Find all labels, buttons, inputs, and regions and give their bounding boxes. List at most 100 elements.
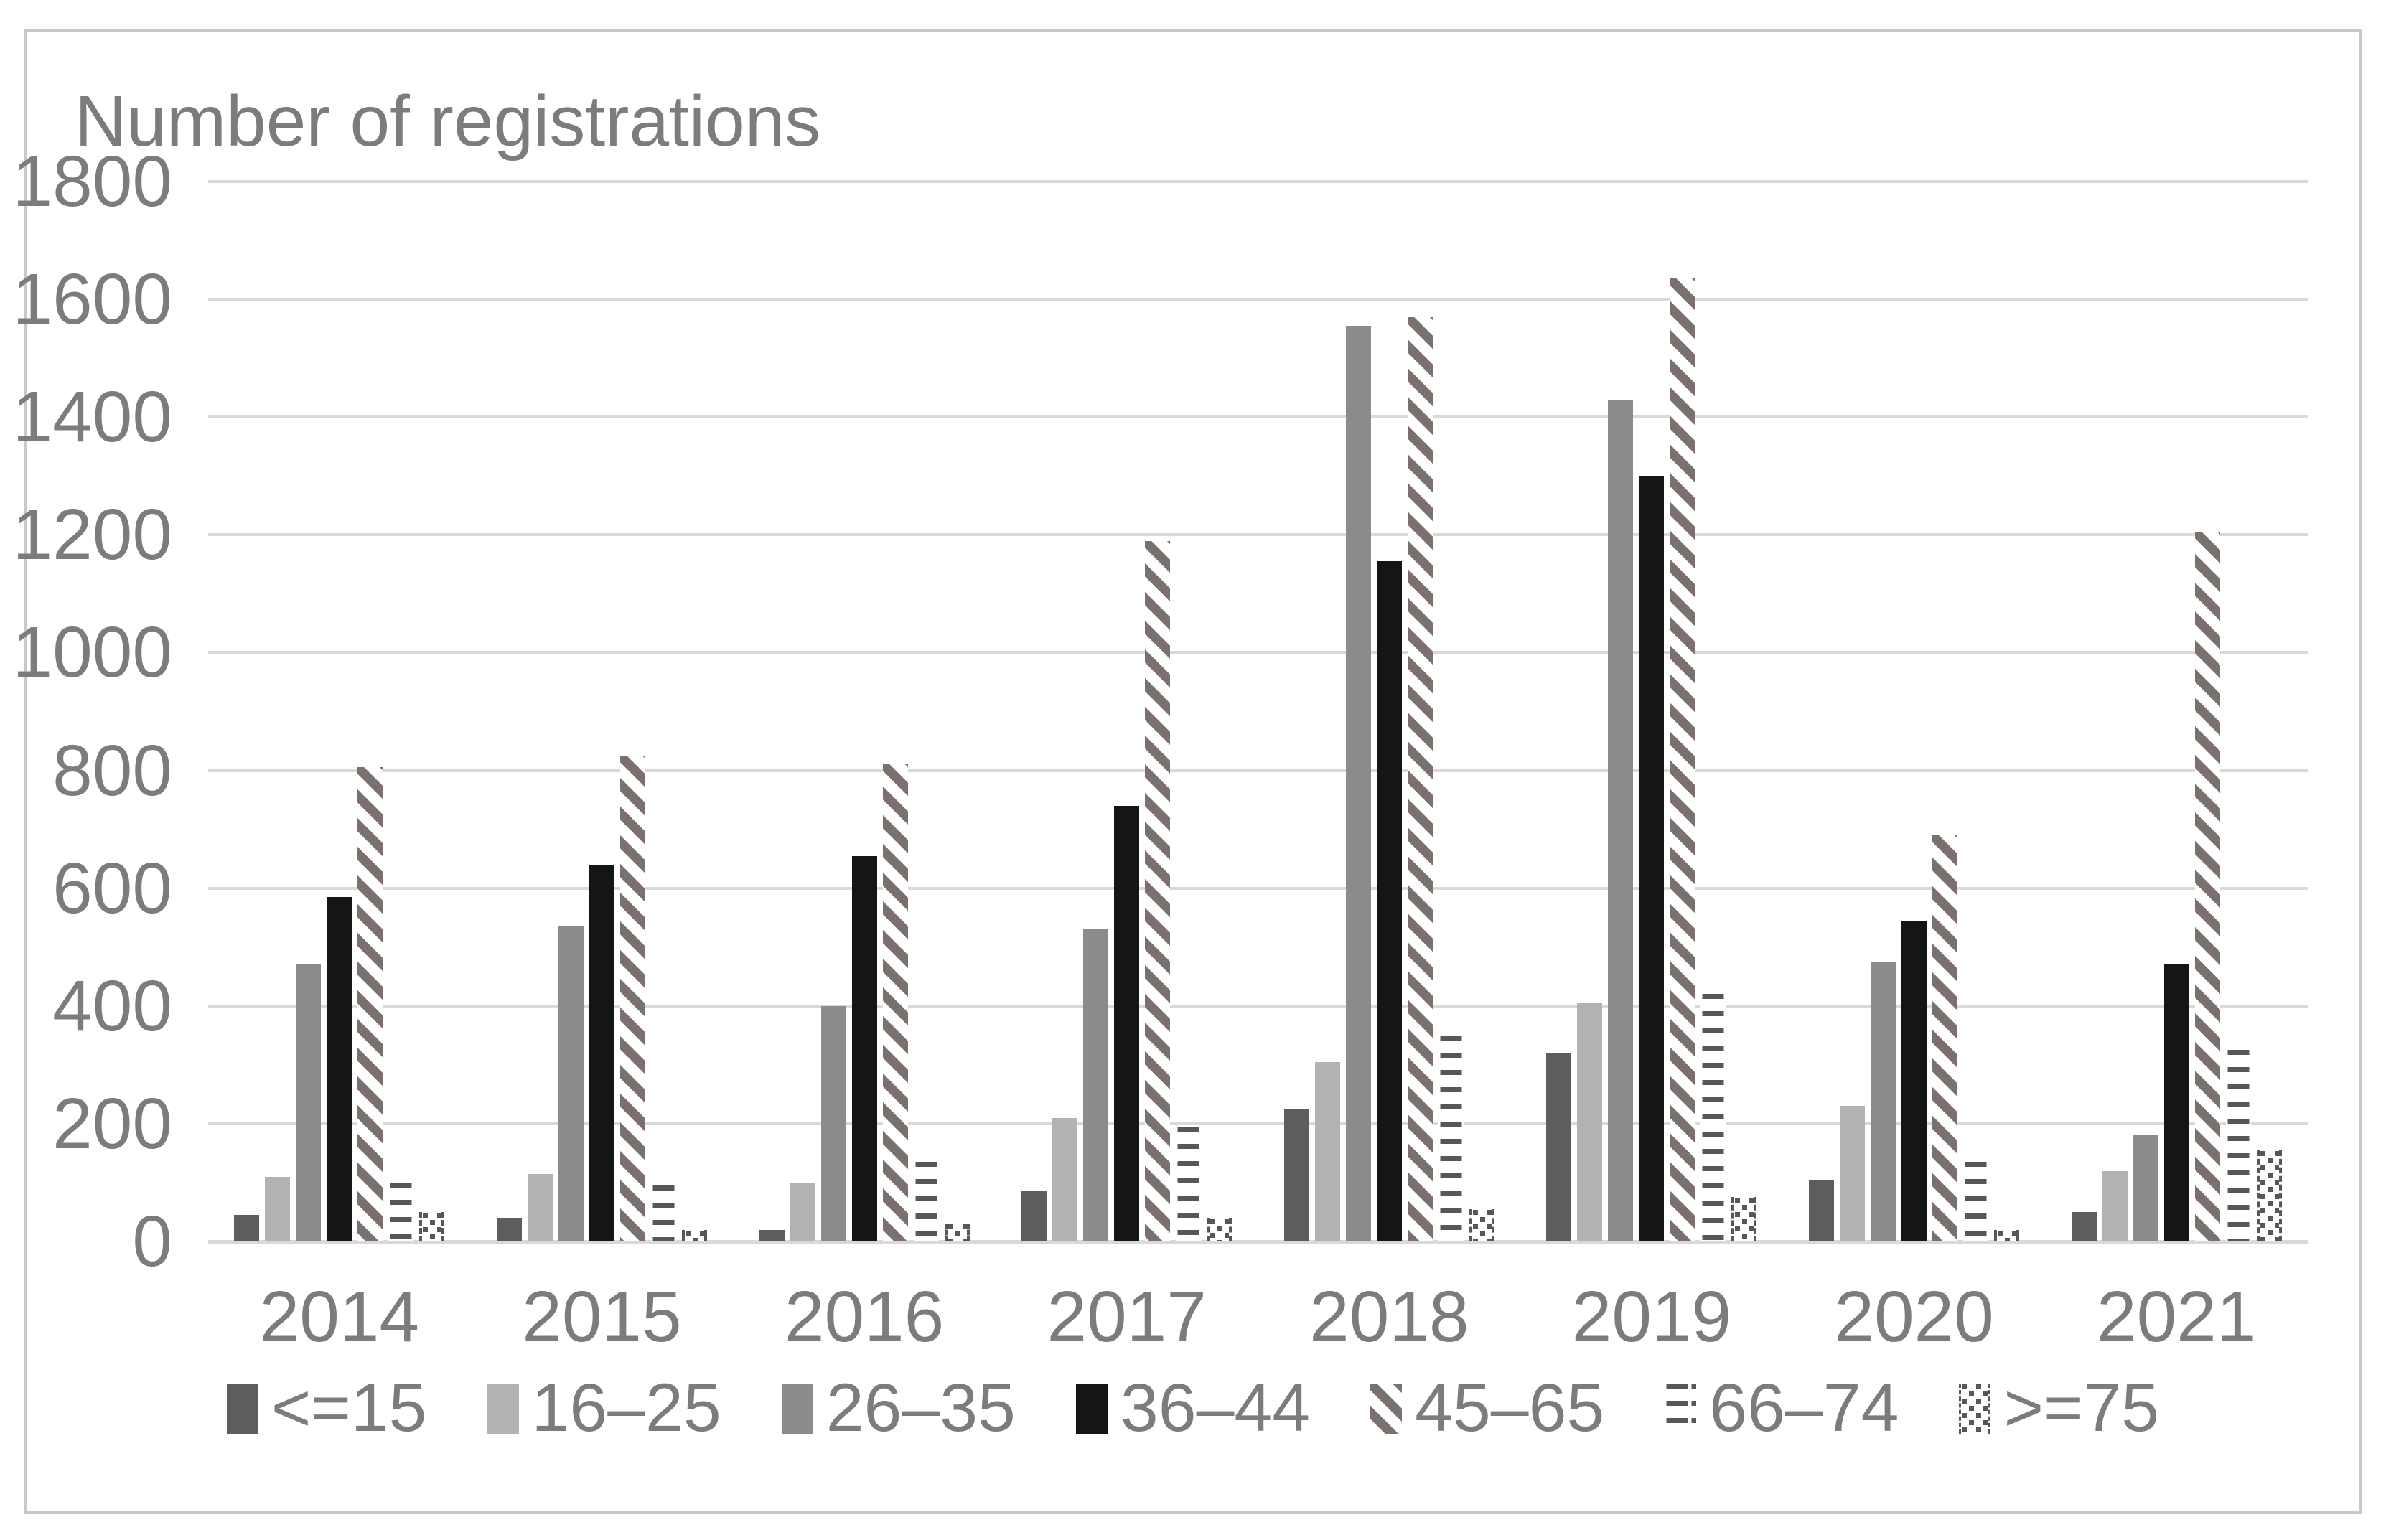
legend-item-75: >=75	[1959, 1369, 2159, 1447]
bar-group-2020	[1809, 182, 2020, 1241]
bar-2020-16-25	[1840, 1106, 1866, 1241]
y-axis-tick-labels: 0 200 400 600 800 1000 1200 1400 1600 1800	[0, 0, 172, 1540]
bar-2017-16-25	[1052, 1117, 1078, 1241]
legend-label-36-44: 36–44	[1120, 1370, 1311, 1446]
gridline-1600	[208, 298, 2308, 301]
bar-2015-45-65	[619, 756, 645, 1241]
bar-2018-26-35	[1345, 326, 1371, 1241]
bar-group-2019	[1546, 182, 1757, 1241]
bar-2017-66-74	[1176, 1127, 1202, 1241]
bar-2019-45-65	[1670, 278, 1695, 1241]
gridline-600	[208, 886, 2308, 890]
bar-2016-15	[759, 1229, 785, 1241]
legend-swatch-66-74-icon	[1665, 1383, 1697, 1434]
bar-2021-66-74	[2225, 1050, 2251, 1241]
y-tick-label-400: 400	[52, 965, 172, 1046]
gridline-800	[208, 769, 2308, 772]
x-axis-line	[208, 1240, 2308, 1244]
bar-2020-15	[1809, 1179, 1835, 1241]
x-axis-label-2015: 2015	[522, 1277, 682, 1357]
bar-2015-36-44	[589, 864, 614, 1241]
bar-group-2017	[1021, 182, 1232, 1241]
bar-2018-75	[1469, 1208, 1494, 1241]
bar-2017-15	[1021, 1191, 1047, 1241]
bar-2019-15	[1546, 1053, 1572, 1241]
y-tick-label-1200: 1200	[12, 494, 172, 576]
y-tick-label-0: 0	[132, 1201, 172, 1282]
legend-label-66-74: 66–74	[1709, 1370, 1899, 1446]
bar-2018-66-74	[1438, 1035, 1464, 1241]
y-tick-label-1400: 1400	[12, 377, 172, 458]
bar-2019-36-44	[1639, 476, 1665, 1241]
bar-group-2015	[496, 182, 707, 1241]
legend-swatch-26-35-icon	[781, 1383, 813, 1434]
bar-2020-36-44	[1901, 920, 1927, 1241]
gridline-1400	[208, 415, 2308, 419]
bar-2018-45-65	[1407, 316, 1433, 1241]
bar-2016-16-25	[790, 1182, 815, 1241]
bar-group-2018	[1283, 182, 1494, 1241]
bar-2021-15	[2071, 1211, 2097, 1241]
bar-2015-16-25	[527, 1173, 553, 1241]
legend-item-16-25: 16–25	[487, 1369, 721, 1447]
bar-group-2016	[759, 182, 970, 1241]
bar-2014-16-25	[265, 1176, 291, 1241]
y-tick-label-800: 800	[52, 730, 172, 811]
bar-2021-75	[2256, 1150, 2282, 1241]
legend-label-15: <=15	[271, 1370, 427, 1446]
bar-2021-16-25	[2102, 1170, 2128, 1241]
legend-swatch-75-icon	[1959, 1383, 1991, 1434]
gridline-400	[208, 1004, 2308, 1008]
legend-swatch-16-25-icon	[487, 1383, 519, 1434]
bar-2021-26-35	[2133, 1135, 2158, 1241]
bar-2016-75	[944, 1224, 970, 1241]
bar-2019-26-35	[1608, 399, 1634, 1241]
bar-2014-15	[234, 1215, 260, 1241]
bar-2020-26-35	[1871, 962, 1896, 1241]
y-tick-label-1000: 1000	[12, 612, 172, 693]
legend-label-16-25: 16–25	[531, 1370, 721, 1446]
bar-group-2021	[2071, 182, 2282, 1241]
bar-2014-75	[419, 1211, 445, 1241]
legend-item-45-65: 45–65	[1370, 1369, 1604, 1447]
legend-label-45-65: 45–65	[1415, 1370, 1605, 1446]
x-axis-label-2016: 2016	[784, 1277, 945, 1357]
bar-2017-36-44	[1114, 805, 1140, 1241]
bar-2015-26-35	[558, 926, 584, 1241]
bar-2021-36-44	[2163, 964, 2189, 1241]
bar-2014-66-74	[388, 1182, 414, 1241]
bar-2017-26-35	[1083, 929, 1109, 1241]
x-axis-label-2018: 2018	[1309, 1277, 1469, 1357]
bar-2015-66-74	[650, 1185, 676, 1241]
y-tick-label-600: 600	[52, 848, 172, 929]
bar-2015-75	[681, 1229, 707, 1241]
y-tick-label-1600: 1600	[12, 259, 172, 340]
legend-item-66-74: 66–74	[1665, 1369, 1899, 1447]
bar-2018-15	[1283, 1109, 1309, 1241]
bar-2018-36-44	[1376, 561, 1402, 1241]
gridline-1000	[208, 651, 2308, 654]
bar-2016-45-65	[882, 764, 908, 1241]
y-tick-label-1800: 1800	[12, 141, 172, 222]
bar-2019-16-25	[1577, 1003, 1603, 1241]
legend-label-26-35: 26–35	[825, 1370, 1016, 1446]
bar-2021-45-65	[2194, 532, 2220, 1241]
chart-border	[24, 29, 2362, 1514]
bar-2015-15	[496, 1218, 522, 1241]
legend-label-75: >=75	[2003, 1370, 2160, 1446]
bar-group-2014	[234, 182, 445, 1241]
bar-2017-75	[1207, 1218, 1232, 1241]
legend-swatch-15-icon	[226, 1383, 258, 1434]
legend-item-36-44: 36–44	[1075, 1369, 1311, 1447]
chart-title: Number of registrations	[75, 81, 821, 161]
plot-area	[208, 180, 2308, 1244]
x-axis-label-2021: 2021	[2096, 1277, 2257, 1357]
bar-2016-26-35	[820, 1005, 846, 1241]
bar-2016-36-44	[851, 855, 877, 1241]
gridline-1800	[208, 180, 2308, 183]
bar-2017-45-65	[1145, 540, 1171, 1241]
x-axis-label-2019: 2019	[1571, 1277, 1732, 1357]
legend: <=15 16–25 26–35 36–44 45–65 66–74 >=75	[0, 1369, 2386, 1447]
bar-2014-26-35	[296, 964, 322, 1241]
bar-2019-75	[1731, 1197, 1757, 1241]
